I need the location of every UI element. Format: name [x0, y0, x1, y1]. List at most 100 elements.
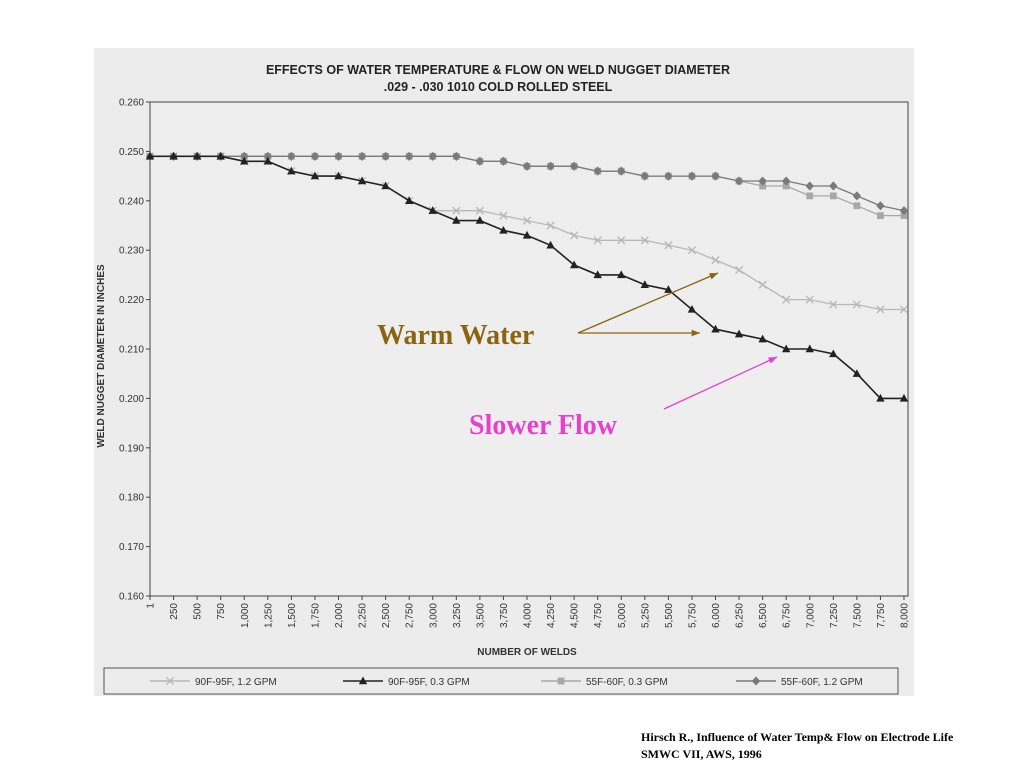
annotation-arrows	[577, 272, 778, 410]
data-point	[805, 181, 814, 191]
data-point	[310, 171, 320, 180]
data-point	[569, 260, 579, 269]
data-point	[829, 349, 838, 358]
x-tick-label: 7,500	[852, 603, 863, 628]
data-point	[569, 161, 579, 171]
data-point	[287, 166, 296, 175]
data-point	[546, 221, 555, 230]
legend-item: 55F-60F, 0.3 GPM	[541, 677, 668, 688]
x-tick-label: 4,750	[593, 603, 604, 628]
y-axis-label: WELD NUGGET DIAMETER IN INCHES	[96, 264, 107, 448]
x-tick-label: 500	[193, 603, 204, 620]
series-layer	[145, 151, 909, 402]
data-point	[852, 300, 861, 309]
y-tick-label: 0.160	[119, 592, 144, 603]
data-point	[452, 151, 461, 161]
data-point	[428, 151, 437, 161]
legend: 90F-95F, 1.2 GPM 90F-95F, 0.3 GPM 55F-60F,…	[150, 676, 863, 688]
y-tick-label: 0.200	[119, 394, 144, 405]
x-tick-label: 1	[146, 603, 157, 609]
legend-box	[103, 667, 899, 695]
data-point	[240, 156, 249, 165]
data-point	[428, 206, 437, 214]
chart-subtitle: .029 - .030 1010 COLD ROLLED STEEL	[384, 80, 613, 94]
x-tick-label: 5,000	[617, 603, 628, 628]
data-point	[145, 151, 155, 160]
data-point	[593, 236, 602, 245]
citation-line-1: Hirsch R., Influence of Water Temp& Flow…	[641, 730, 954, 744]
data-point	[546, 240, 555, 249]
y-tick-label: 0.170	[119, 542, 144, 553]
series-2	[145, 151, 909, 402]
x-tick-label: 3,750	[499, 603, 510, 628]
data-point	[475, 156, 485, 166]
legend-item: 55F-60F, 1.2 GPM	[736, 676, 863, 688]
x-tick-label: 5,750	[687, 603, 698, 628]
data-point	[357, 176, 367, 185]
x-tick-label: 6,250	[735, 603, 746, 628]
x-tick-label: 7,000	[805, 603, 816, 628]
data-point	[593, 270, 602, 279]
x-axis: 1 250 500 750 1,000 1,250 1,500 1,750 2,000 2,250…	[146, 596, 911, 628]
data-point	[334, 171, 343, 180]
legend-label: 90F-95F, 1.2 GPM	[195, 677, 277, 688]
y-tick-label: 0.180	[119, 493, 144, 504]
data-point	[805, 295, 814, 304]
data-point	[452, 206, 461, 215]
data-point	[687, 171, 697, 181]
x-tick-label: 2,250	[358, 603, 369, 628]
data-point	[192, 151, 202, 160]
data-point	[522, 216, 532, 225]
data-point	[734, 176, 744, 186]
data-point	[475, 206, 484, 215]
data-point	[852, 191, 862, 201]
arrow-line	[663, 356, 778, 410]
x-tick-label: 7,250	[829, 603, 840, 628]
data-point	[899, 206, 909, 216]
data-point	[899, 393, 909, 402]
data-point	[758, 334, 767, 343]
data-point	[853, 202, 861, 210]
data-point	[287, 151, 296, 161]
data-point	[522, 161, 532, 171]
x-tick-label: 1,750	[310, 603, 321, 628]
legend-marker	[165, 676, 175, 686]
data-point	[687, 246, 697, 255]
data-point	[711, 171, 720, 181]
y-tick-label: 0.250	[119, 147, 144, 158]
data-point	[806, 192, 814, 200]
y-tick-label: 0.230	[119, 246, 144, 257]
data-point	[664, 171, 673, 181]
data-point	[263, 156, 273, 165]
x-tick-label: 6,000	[711, 603, 722, 628]
x-tick-label: 2,750	[405, 603, 416, 628]
legend-label: 90F-95F, 0.3 GPM	[388, 677, 470, 688]
arrow-head	[768, 357, 777, 364]
data-point	[664, 241, 673, 250]
data-point	[734, 265, 744, 275]
citation-line-2: SMWC VII, AWS, 1996	[641, 747, 762, 761]
x-tick-label: 7,750	[876, 603, 887, 628]
legend-item: 90F-95F, 0.3 GPM	[343, 676, 470, 688]
data-point	[240, 151, 249, 161]
data-point	[876, 393, 885, 402]
data-point	[687, 304, 697, 313]
data-point	[664, 285, 673, 293]
data-point	[263, 151, 273, 161]
data-point	[852, 369, 862, 377]
annotation-slower-flow: Slower Flow	[469, 410, 618, 441]
data-point	[711, 255, 720, 265]
data-point	[829, 300, 838, 309]
data-point	[593, 166, 602, 176]
data-point	[522, 230, 532, 239]
data-point	[782, 295, 791, 304]
data-point	[877, 212, 884, 220]
x-tick-label: 3,500	[475, 603, 486, 628]
data-point	[169, 151, 178, 160]
data-point	[899, 305, 909, 314]
data-point	[640, 236, 649, 245]
data-point	[758, 280, 767, 289]
x-tick-label: 1,000	[240, 603, 251, 628]
x-tick-label: 2,500	[381, 603, 392, 628]
